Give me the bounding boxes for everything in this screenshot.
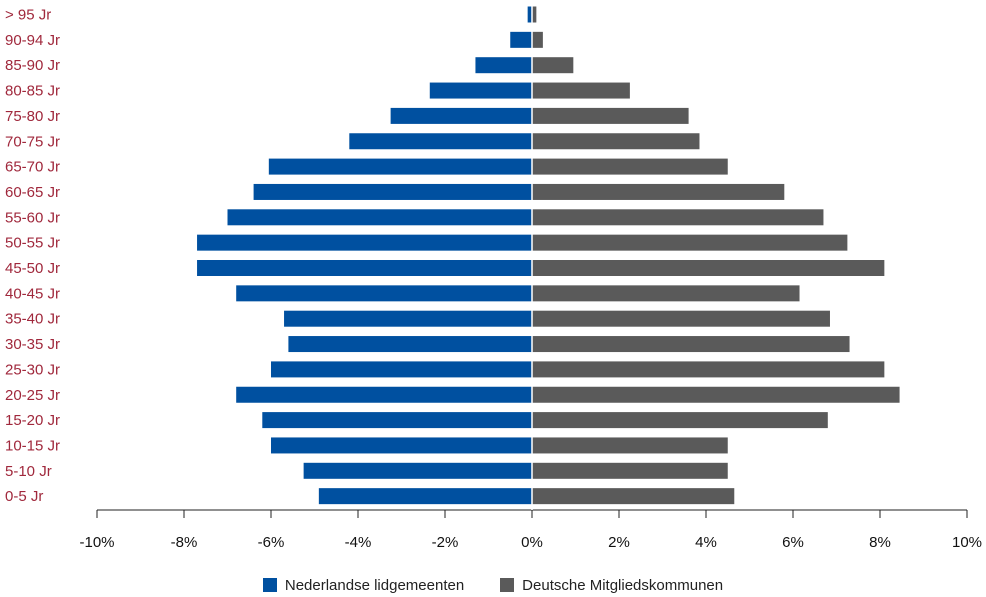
bar-deutsche <box>532 386 900 403</box>
category-label: 70-75 Jr <box>5 133 60 150</box>
category-axis-labels: > 95 Jr 90-94 Jr 85-90 Jr 80-85 Jr 75-80 Jr 7… <box>5 7 60 506</box>
bar-nederlandse <box>197 234 533 251</box>
bar-nederlandse <box>253 183 532 200</box>
bar-deutsche <box>532 412 828 429</box>
bar-nederlandse <box>227 209 532 226</box>
chart-canvas: > 95 Jr 90-94 Jr 85-90 Jr 80-85 Jr 75-80 Jr 7… <box>5 6 983 551</box>
bar-nederlandse <box>262 412 532 429</box>
category-label: 5-10 Jr <box>5 463 52 480</box>
bar-nederlandse <box>271 361 532 378</box>
bar-deutsche <box>532 234 848 251</box>
x-tick-label: 6% <box>782 534 804 551</box>
bar-nederlandse <box>236 386 532 403</box>
bar-nederlandse <box>288 336 532 353</box>
x-tick-label: 4% <box>695 534 717 551</box>
bar-deutsche <box>532 183 785 200</box>
bar-nederlandse <box>429 82 532 99</box>
bar-deutsche <box>532 462 728 479</box>
bar-nederlandse <box>475 57 532 74</box>
category-label: 90-94 Jr <box>5 32 60 49</box>
x-axis: -10% -8% -6% -4% -2% 0% 2% 4% 6% 8% 10% <box>79 509 982 551</box>
category-label: 20-25 Jr <box>5 387 60 404</box>
legend-item-nederlandse: Nederlandse lidgemeenten <box>262 576 465 594</box>
x-tick-label: -4% <box>345 534 372 551</box>
x-tick-label: -8% <box>171 534 198 551</box>
bar-nederlandse <box>349 133 532 150</box>
bar-deutsche <box>532 158 728 175</box>
legend: Nederlandse lidgemeenten Deutsche Mitgli… <box>0 573 986 597</box>
category-label: 35-40 Jr <box>5 311 60 328</box>
bar-deutsche <box>532 310 830 327</box>
legend-label-nederlandse: Nederlandse lidgemeenten <box>284 576 465 594</box>
legend-item-deutsche: Deutsche Mitgliedskommunen <box>500 577 723 594</box>
bar-deutsche <box>532 107 689 124</box>
x-tick-label: 10% <box>952 534 982 551</box>
bar-nederlandse <box>271 437 532 454</box>
bar-deutsche <box>532 31 543 48</box>
legend-label-deutsche: Deutsche Mitgliedskommunen <box>522 576 724 594</box>
x-tick-label: 2% <box>608 534 630 551</box>
category-label: 55-60 Jr <box>5 209 60 226</box>
bar-deutsche <box>532 82 630 99</box>
bar-deutsche <box>532 488 735 505</box>
bar-nederlandse <box>303 462 532 479</box>
category-label: 0-5 Jr <box>5 488 43 505</box>
bar-nederlandse <box>236 285 532 302</box>
category-label: 30-35 Jr <box>5 336 60 353</box>
series-deutsche-bars <box>532 6 900 505</box>
category-label: 85-90 Jr <box>5 57 60 74</box>
category-label: > 95 Jr <box>5 7 51 24</box>
category-label: 45-50 Jr <box>5 260 60 277</box>
x-tick-label: 0% <box>521 534 543 551</box>
bar-nederlandse <box>268 158 532 175</box>
x-tick-label: -6% <box>258 534 285 551</box>
category-label: 25-30 Jr <box>5 361 60 378</box>
x-tick-label: 8% <box>869 534 891 551</box>
bar-nederlandse <box>284 310 532 327</box>
bar-nederlandse <box>527 6 532 23</box>
category-label: 75-80 Jr <box>5 108 60 125</box>
category-label: 60-65 Jr <box>5 184 60 201</box>
bar-deutsche <box>532 133 700 150</box>
category-label: 65-70 Jr <box>5 159 60 176</box>
category-label: 15-20 Jr <box>5 412 60 429</box>
bar-deutsche <box>532 6 537 23</box>
bar-deutsche <box>532 437 728 454</box>
bar-deutsche <box>532 209 824 226</box>
category-label: 50-55 Jr <box>5 235 60 252</box>
bar-nederlandse <box>510 31 532 48</box>
series-nederlandse-bars <box>197 6 533 505</box>
bar-deutsche <box>532 361 885 378</box>
bar-deutsche <box>532 57 574 74</box>
x-tick-label: -10% <box>79 534 114 551</box>
bar-deutsche <box>532 285 800 302</box>
category-label: 10-15 Jr <box>5 437 60 454</box>
category-label: 80-85 Jr <box>5 83 60 100</box>
bar-deutsche <box>532 260 885 276</box>
bar-nederlandse <box>318 488 532 505</box>
bar-nederlandse <box>197 260 533 276</box>
bar-deutsche <box>532 336 850 353</box>
x-tick-label: -2% <box>432 534 459 551</box>
legend-swatch-nederlandse <box>262 578 277 592</box>
legend-swatch-deutsche <box>500 578 515 592</box>
category-label: 40-45 Jr <box>5 285 60 302</box>
bar-nederlandse <box>390 107 532 124</box>
